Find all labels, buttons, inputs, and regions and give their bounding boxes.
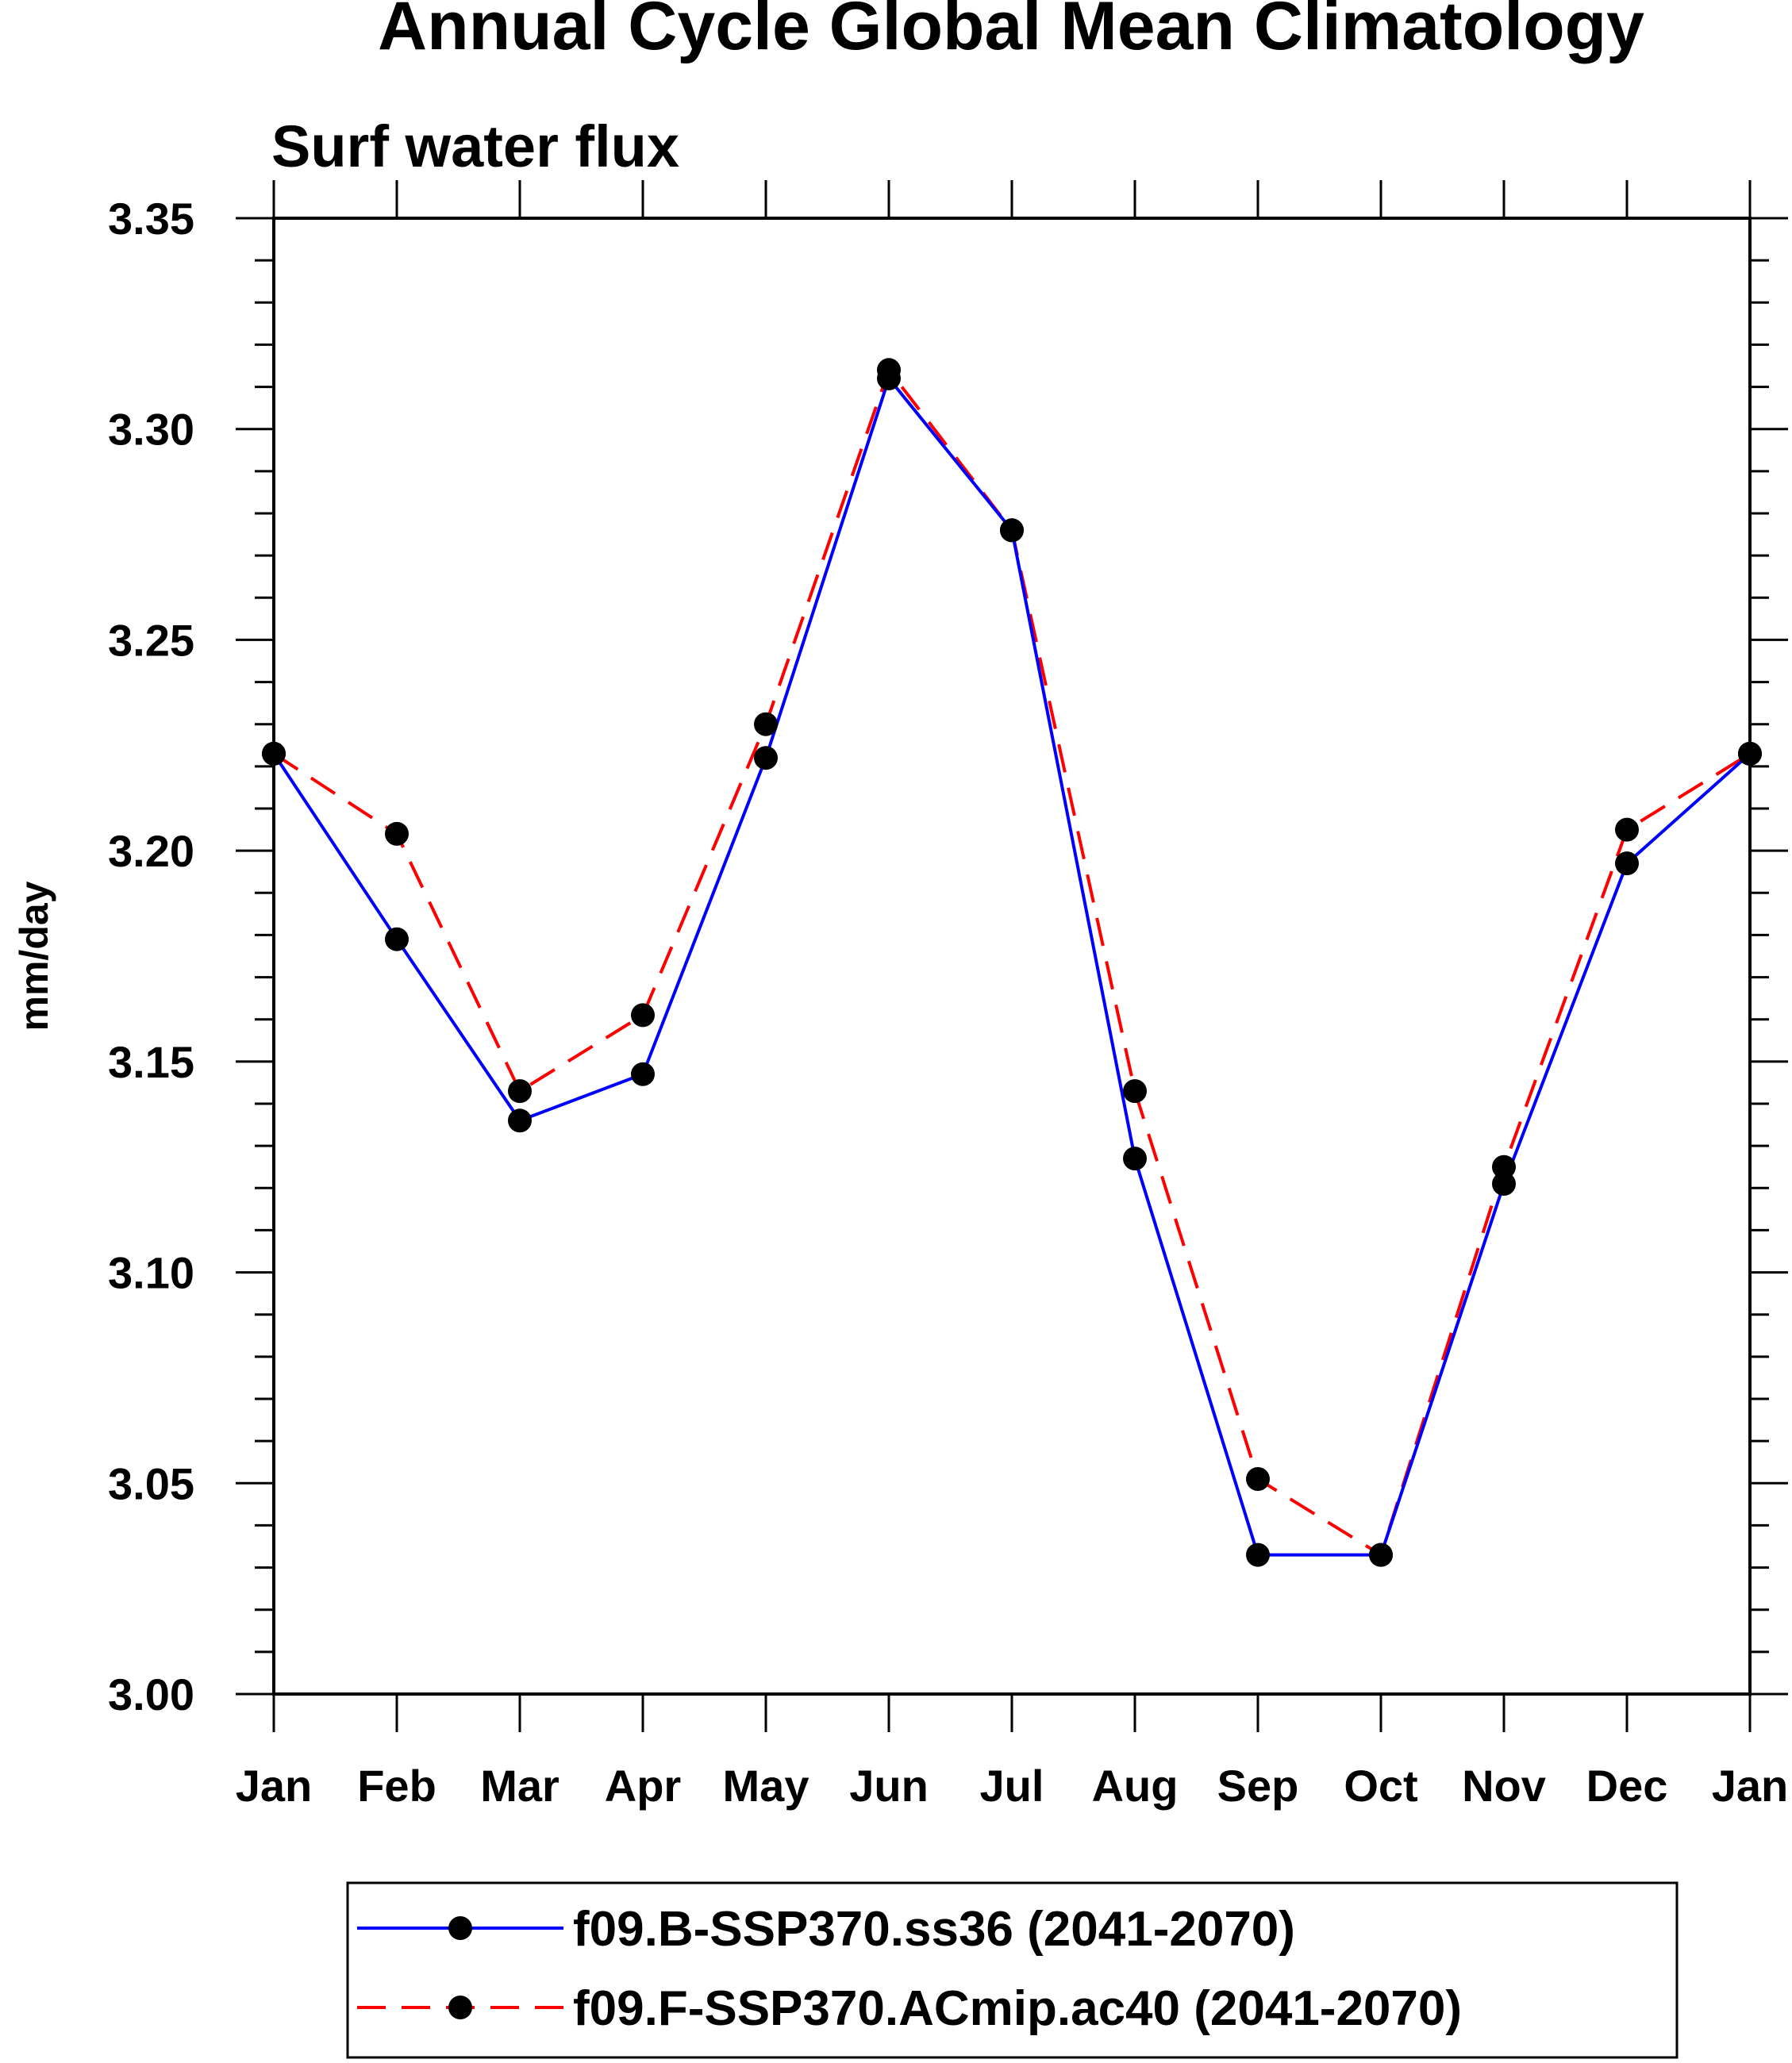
x-tick-label: Feb	[357, 1761, 436, 1811]
series-2-point	[1615, 817, 1639, 842]
series-2-point	[508, 1079, 532, 1104]
y-axis-ticks	[236, 217, 1788, 1696]
x-tick-label: Aug	[1092, 1761, 1179, 1811]
series-1-point	[1615, 851, 1639, 876]
y-tick-label: 3.15	[108, 1037, 194, 1087]
series-2-point	[1738, 741, 1762, 766]
series-1-point	[1492, 1172, 1516, 1196]
series-1-point	[754, 746, 778, 770]
x-tick-label: Apr	[605, 1761, 681, 1811]
legend-label-series-1: f09.B-SSP370.ss36 (2041-2070)	[573, 1902, 1295, 1957]
plot-frame	[272, 217, 1752, 1696]
y-tick-label: 3.30	[108, 405, 194, 455]
x-tick-label: May	[723, 1761, 809, 1811]
legend-marker-series-1	[448, 1916, 472, 1940]
x-tick-label: Nov	[1462, 1761, 1546, 1811]
legend-box	[346, 1881, 1679, 2059]
x-tick-label: Jan	[1712, 1761, 1789, 1811]
y-axis-tick-labels: 3.00 3.05 3.10 3.15 3.20 3.25 3.30 3.35	[108, 194, 194, 1719]
y-tick-label: 3.35	[108, 194, 194, 244]
x-axis-tick-labels: Jan Feb Mar Apr May Jun Jul Aug Sep Oct Nov Dec Jan	[236, 1761, 1789, 1811]
y-tick-label: 3.25	[108, 615, 194, 665]
y-tick-label: 3.20	[108, 826, 194, 876]
series-2-point	[262, 741, 286, 766]
x-tick-label: Jul	[980, 1761, 1044, 1811]
series-2-point	[385, 821, 409, 846]
series-2-point	[1246, 1467, 1270, 1491]
legend-marker-series-2	[448, 1996, 472, 2019]
x-tick-label: Dec	[1586, 1761, 1668, 1811]
series-2-point	[1000, 518, 1024, 543]
series-line-2	[272, 368, 1752, 1557]
x-axis-ticks	[272, 180, 1752, 1732]
x-tick-label: Sep	[1217, 1761, 1299, 1811]
legend-label-series-2: f09.F-SSP370.ACmip.ac40 (2041-2070)	[573, 1981, 1462, 2036]
x-tick-label: Oct	[1344, 1761, 1417, 1811]
series-2-point	[754, 712, 778, 736]
legend: f09.B-SSP370.ss36 (2041-2070) f09.F-SSP3…	[346, 1881, 1679, 2059]
y-tick-label: 3.00	[108, 1669, 194, 1719]
series-1-point	[631, 1062, 655, 1086]
series-line-1	[272, 376, 1752, 1557]
chart-title: Annual Cycle Global Mean Climatology	[378, 0, 1644, 64]
y-axis-label: mm/day	[12, 881, 56, 1031]
y-tick-label: 3.05	[108, 1458, 194, 1508]
series-1-point	[1246, 1542, 1270, 1567]
series-1-point	[1123, 1147, 1147, 1171]
y-tick-label: 3.10	[108, 1248, 194, 1298]
series-1-point	[508, 1108, 532, 1133]
x-tick-label: Jun	[849, 1761, 929, 1811]
series-2-point	[1123, 1079, 1147, 1104]
series-1-point	[385, 927, 409, 951]
series-2-point	[1369, 1542, 1393, 1567]
x-tick-label: Mar	[480, 1761, 560, 1811]
series-layer	[262, 358, 1762, 1567]
series-2-point	[1492, 1154, 1516, 1179]
x-tick-label: Jan	[236, 1761, 313, 1811]
series-2-point	[631, 1003, 655, 1028]
series-2-point	[877, 358, 901, 382]
chart-subtitle: Surf water flux	[271, 113, 679, 179]
